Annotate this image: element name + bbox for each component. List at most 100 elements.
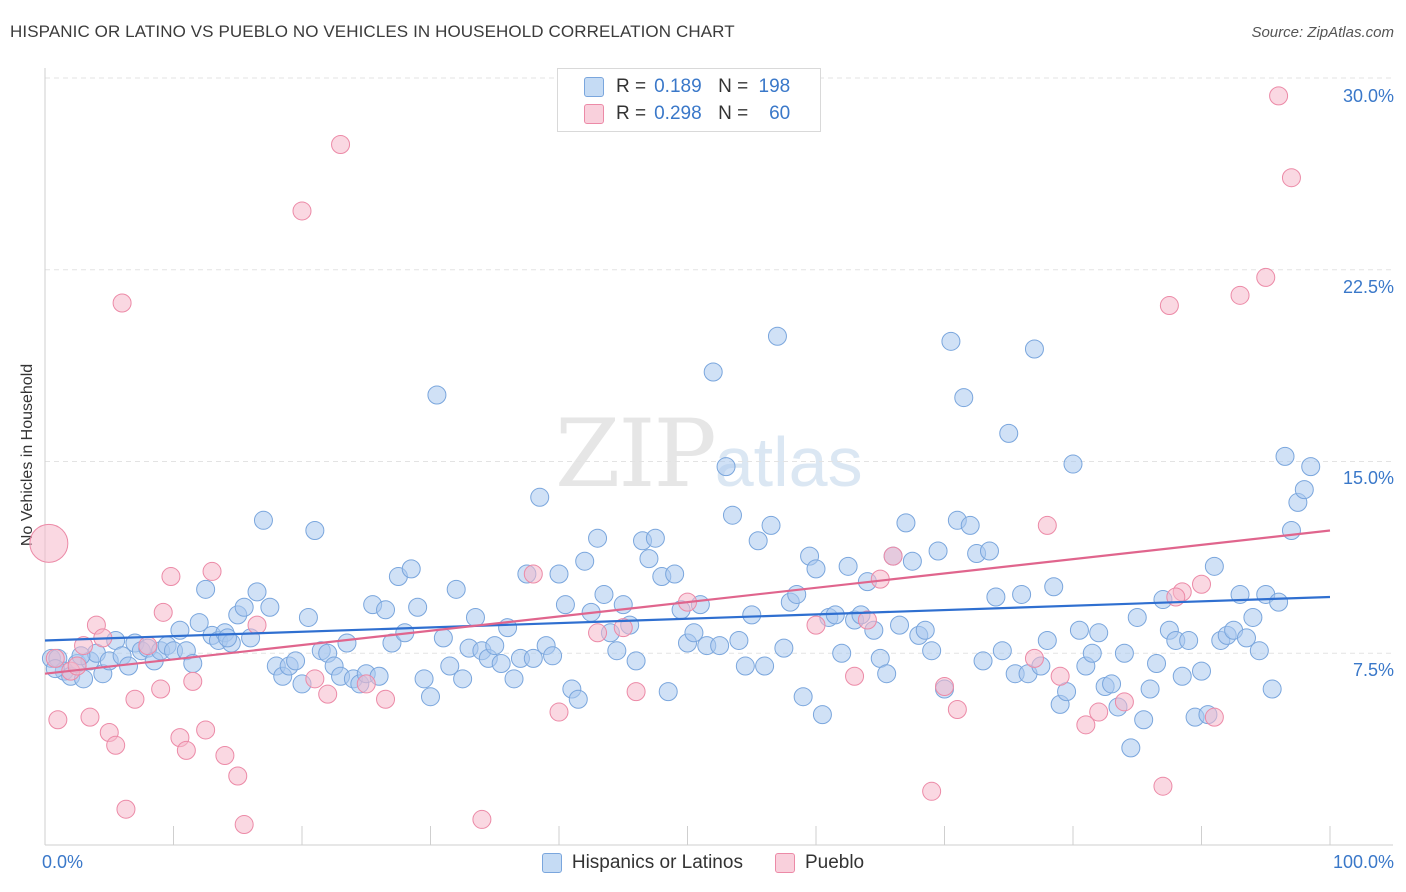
hispanic-point [607,641,627,661]
pueblo-point [588,623,608,643]
hispanic-point [253,510,273,530]
pueblo-point [806,615,826,635]
chart-title: HISPANIC OR LATINO VS PUEBLO NO VEHICLES… [10,22,735,41]
legend-r-value: 0.189 [654,76,702,97]
hispanic-point [716,457,736,477]
legend-swatch-hispanic [584,77,604,97]
watermark-zip: ZIP [555,400,717,509]
pueblo-point [376,689,396,709]
pueblo-point [472,809,492,829]
hispanic-point [1063,454,1083,474]
pueblo-point [153,602,173,622]
hispanic-point [1134,710,1154,730]
legend-n-label: N = [718,103,749,124]
hispanic-point [1262,679,1282,699]
pueblo-point [45,648,65,668]
pueblo-trend-line [44,529,1331,675]
hispanic-point [555,595,575,615]
hispanic-point [196,579,216,599]
hispanic-point [710,636,730,656]
hispanic-point [465,607,485,627]
legend-label-hispanic: Hispanics or Latinos [571,852,743,873]
pueblo-point [1192,574,1211,594]
hispanic-point [742,605,762,625]
hispanic-point [1121,738,1141,758]
hispanic-point [485,636,505,656]
hispanic-point [530,487,550,507]
series-legend: Hispanics or Latinos Pueblo [0,852,1406,874]
legend-r-label: R = [616,76,647,97]
hispanic-point [588,528,608,548]
hispanic-point [703,362,723,382]
hispanic-point [247,582,267,602]
hispanic-point [1089,623,1109,643]
pueblo-point [613,618,633,638]
legend-swatch-hispanic [541,853,562,873]
hispanic-point [234,597,254,617]
hispanic-point [305,521,325,541]
pueblo-point [1281,168,1301,188]
hispanic-point [812,705,832,725]
hispanic-point [414,669,434,689]
hispanic-point [1127,607,1147,627]
x-tick-label-max: 100.0% [1332,852,1394,872]
hispanic-point [684,623,704,643]
hispanic-point [1044,577,1064,597]
hispanic-point [877,664,897,684]
pueblo-point [883,546,903,566]
hispanic-point [761,515,781,535]
pueblo-point [1037,515,1057,535]
hispanic-point [433,628,453,648]
pueblo-point [626,682,646,702]
pueblo-point [112,293,132,313]
hispanic-point [658,682,678,702]
hispanic-point [922,641,942,661]
hispanic-point [806,559,826,579]
pueblo-point [138,636,158,656]
legend-item-pueblo: Pueblo [774,852,864,874]
pueblo-point [1230,285,1250,305]
hispanic-point [748,531,768,551]
hispanic-point [735,656,755,676]
hispanic-point [1236,628,1256,648]
hispanic-point [960,515,980,535]
hispanic-point [1037,630,1057,650]
legend-n-value: 60 [769,103,791,124]
hispanic-point [626,651,646,671]
hispanic-point [973,651,993,671]
hispanic-point [260,597,280,617]
hispanic-point [890,615,910,635]
hispanic-point [1179,630,1199,650]
hispanic-point [1114,643,1134,663]
hispanic-point [928,541,948,561]
pueblo-point [922,781,942,801]
hispanic-point [915,620,935,640]
legend-r-value: 0.298 [654,103,702,124]
hispanic-point [774,638,794,658]
hispanic-point [1069,620,1089,640]
hispanic-point [1294,480,1314,500]
stats-legend: R = 0.189 N = 198 R = 0.298 N = 60 [557,68,821,132]
hispanic-point [1140,679,1160,699]
pueblo-point [305,669,325,689]
hispanic-point [1102,674,1122,694]
hispanic-point [594,584,614,604]
hispanic-point [793,687,813,707]
pueblo-point [935,676,954,696]
legend-swatch-pueblo [774,853,795,873]
legend-swatch-pueblo [584,104,604,124]
hispanic-point [1275,446,1295,466]
hispanic-point [568,689,588,709]
hispanic-point [421,687,440,707]
hispanic-point [1204,556,1224,576]
hispanic-point [954,388,974,408]
hispanic-point [1024,339,1044,359]
pueblo-point [183,671,203,691]
hispanic-point [665,564,685,584]
hispanic-point [446,579,466,599]
pueblo-point [1076,715,1096,735]
hispanic-point [1192,661,1211,681]
pueblo-point [80,707,100,727]
legend-item-hispanic: Hispanics or Latinos [541,852,743,874]
